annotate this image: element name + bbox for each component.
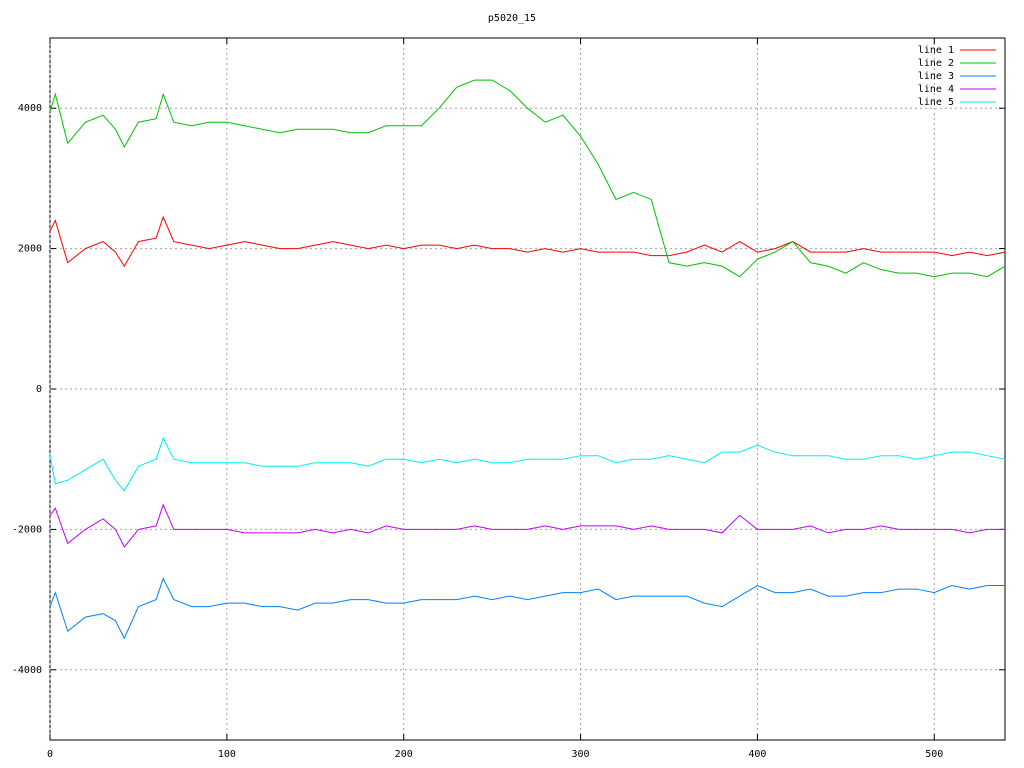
legend-label: line 3 (918, 71, 954, 82)
y-tick-label: 0 (36, 384, 42, 395)
legend-label: line 1 (918, 45, 954, 56)
x-tick-label: 400 (748, 749, 766, 760)
legend-label: line 5 (918, 97, 954, 108)
data-line (49, 577, 1005, 640)
x-tick-label: 300 (572, 749, 590, 760)
legend-label: line 2 (918, 58, 954, 69)
x-tick-label: 100 (218, 749, 236, 760)
x-tick-label: 200 (395, 749, 413, 760)
data-line (49, 215, 1006, 268)
y-tick-label: 2000 (18, 244, 42, 255)
y-tick-label: -4000 (12, 665, 42, 676)
chart-title: p5020_15 (488, 13, 536, 24)
data-line (49, 79, 1006, 278)
data-line (49, 503, 1005, 548)
legend-label: line 4 (918, 84, 954, 95)
y-tick-label: -2000 (12, 524, 42, 535)
data-line (49, 436, 1006, 492)
y-tick-label: 4000 (18, 103, 42, 114)
x-tick-label: 0 (47, 749, 53, 760)
x-tick-label: 500 (925, 749, 943, 760)
